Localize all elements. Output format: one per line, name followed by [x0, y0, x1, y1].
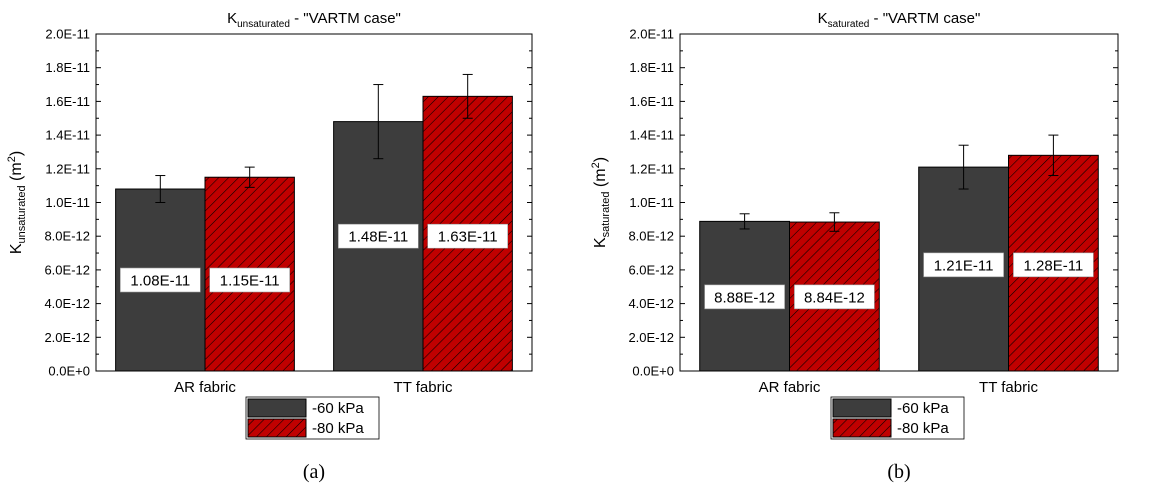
- y-tick-label: 2.0E-11: [629, 27, 674, 42]
- y-tick-label: 2.0E-12: [44, 330, 90, 345]
- data-label: 1.63E-11: [438, 229, 498, 246]
- y-tick-label: 1.4E-11: [629, 128, 674, 143]
- legend-swatch: [832, 398, 892, 418]
- panel-caption: (a): [303, 461, 325, 483]
- y-tick-label: 1.2E-11: [45, 161, 90, 176]
- chart-title: Kunsaturated - "VARTM case": [227, 10, 401, 30]
- y-tick-label: 1.4E-11: [45, 128, 90, 143]
- y-tick-label: 1.0E-11: [629, 195, 674, 210]
- y-axis-label: Kunsaturated (m2): [6, 151, 28, 254]
- data-label-box: [1013, 252, 1094, 278]
- data-label-box: [209, 267, 290, 293]
- y-tick-label: 8.0E-12: [44, 229, 90, 244]
- x-tick-label: AR fabric: [174, 379, 236, 396]
- legend-label: -60 kPa: [312, 400, 364, 417]
- chart-b-svg: Ksaturated - "VARTM case" Ksaturated (m2)…: [590, 10, 1119, 483]
- data-label-box: [704, 284, 785, 310]
- legend-swatch: [247, 398, 307, 418]
- data-label: 1.08E-11: [130, 273, 190, 290]
- y-tick-label: 1.6E-11: [629, 94, 674, 109]
- y-tick-label: 1.6E-11: [45, 94, 90, 109]
- y-tick-label: 1.0E-11: [45, 195, 90, 210]
- y-tick-label: 0.0E+0: [632, 364, 674, 379]
- legend-label: -80 kPa: [312, 420, 364, 437]
- data-label-box: [338, 223, 419, 249]
- x-tick-label: TT fabric: [394, 379, 453, 396]
- data-label: 1.15E-11: [220, 273, 280, 290]
- data-label: 8.84E-12: [804, 289, 865, 306]
- panel-caption: (b): [887, 461, 910, 483]
- data-label: 1.48E-11: [348, 229, 408, 246]
- data-label-box: [923, 252, 1004, 278]
- y-tick-label: 6.0E-12: [44, 262, 90, 277]
- y-axis-label: Ksaturated (m2): [590, 157, 612, 248]
- plot-frame: [95, 33, 533, 372]
- y-tick-label: 2.0E-12: [628, 330, 674, 345]
- chart-panel-a: Kunsaturated - "VARTM case" Kunsaturated …: [0, 0, 580, 491]
- data-label: 1.21E-11: [934, 257, 994, 274]
- y-tick-label: 8.0E-12: [628, 229, 674, 244]
- y-tick-label: 4.0E-12: [44, 296, 90, 311]
- legend-swatch: [247, 418, 307, 438]
- y-tick-label: 1.8E-11: [629, 60, 674, 75]
- x-tick-label: TT fabric: [979, 379, 1038, 396]
- data-label-box: [120, 267, 201, 293]
- x-tick-label: AR fabric: [759, 379, 821, 396]
- y-tick-label: 2.0E-11: [45, 27, 90, 42]
- chart-a-svg: Kunsaturated - "VARTM case" Kunsaturated …: [6, 10, 533, 483]
- chart-title: Ksaturated - "VARTM case": [818, 10, 981, 30]
- plot-frame: [679, 33, 1119, 372]
- y-tick-label: 6.0E-12: [628, 262, 674, 277]
- legend-label: -60 kPa: [897, 400, 949, 417]
- data-label-box: [427, 223, 508, 249]
- y-tick-label: 1.8E-11: [45, 60, 90, 75]
- legend-label: -80 kPa: [897, 420, 949, 437]
- y-tick-label: 0.0E+0: [48, 364, 90, 379]
- data-label-box: [794, 284, 875, 310]
- chart-panel-b: Ksaturated - "VARTM case" Ksaturated (m2)…: [583, 0, 1163, 491]
- data-label: 1.28E-11: [1024, 257, 1084, 274]
- legend-swatch: [832, 418, 892, 438]
- y-tick-label: 4.0E-12: [628, 296, 674, 311]
- y-tick-label: 1.2E-11: [629, 161, 674, 176]
- data-label: 8.88E-12: [714, 289, 775, 306]
